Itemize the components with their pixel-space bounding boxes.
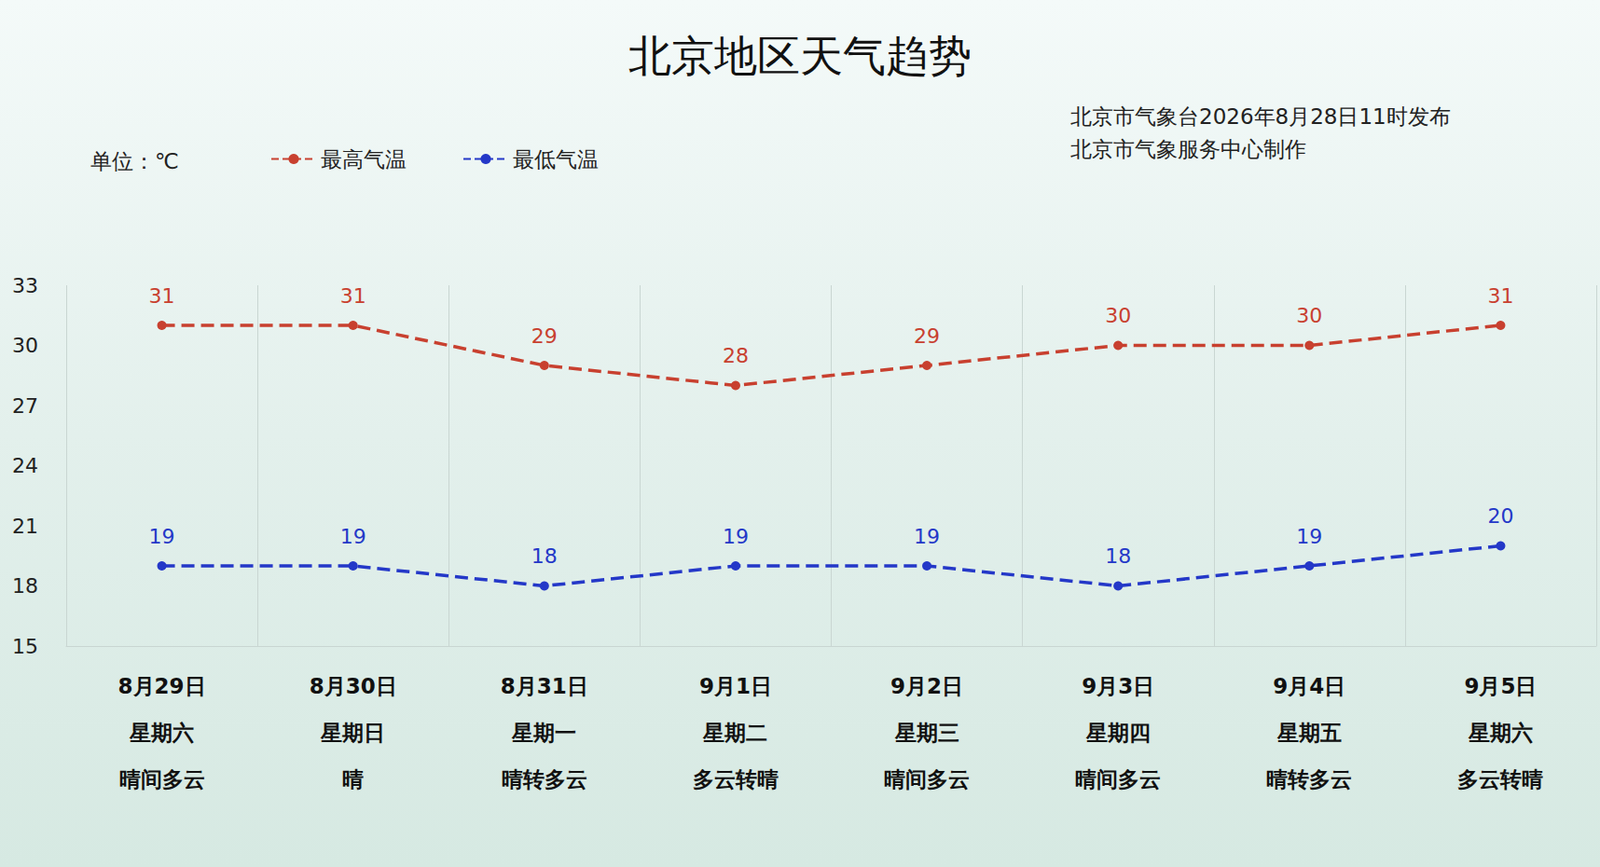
svg-text:最低气温: 最低气温 — [512, 147, 599, 172]
svg-text:18: 18 — [531, 544, 558, 568]
svg-text:晴: 晴 — [342, 767, 364, 792]
svg-text:星期二: 星期二 — [702, 720, 768, 745]
svg-text:21: 21 — [12, 514, 39, 538]
svg-text:18: 18 — [1104, 544, 1132, 568]
svg-text:19: 19 — [149, 524, 176, 549]
svg-text:18: 18 — [12, 574, 39, 598]
svg-text:28: 28 — [722, 344, 749, 368]
svg-text:9月1日: 9月1日 — [699, 674, 773, 699]
svg-text:19: 19 — [913, 524, 940, 549]
svg-text:15: 15 — [12, 634, 39, 659]
svg-text:30: 30 — [1296, 303, 1323, 328]
svg-text:多云转晴: 多云转晴 — [1457, 767, 1544, 792]
svg-text:19: 19 — [722, 524, 749, 549]
svg-text:晴间多云: 晴间多云 — [119, 767, 206, 792]
svg-text:北京市气象台2026年8月28日11时发布: 北京市气象台2026年8月28日11时发布 — [1070, 104, 1451, 129]
svg-text:8月30日: 8月30日 — [309, 674, 398, 699]
svg-text:晴转多云: 晴转多云 — [501, 767, 588, 792]
svg-text:20: 20 — [1487, 504, 1514, 528]
svg-text:30: 30 — [1104, 303, 1132, 328]
svg-text:29: 29 — [913, 324, 940, 348]
svg-text:31: 31 — [149, 284, 176, 308]
svg-text:33: 33 — [12, 274, 39, 298]
svg-text:星期六: 星期六 — [128, 720, 194, 745]
svg-text:8月29日: 8月29日 — [118, 674, 207, 699]
svg-text:30: 30 — [12, 333, 39, 358]
svg-text:19: 19 — [1296, 524, 1323, 549]
svg-text:晴转多云: 晴转多云 — [1266, 767, 1352, 792]
svg-text:星期一: 星期一 — [510, 720, 577, 745]
svg-text:星期日: 星期日 — [319, 720, 386, 745]
svg-text:19: 19 — [340, 524, 367, 549]
svg-text:单位：℃: 单位：℃ — [90, 149, 180, 174]
svg-text:9月5日: 9月5日 — [1463, 674, 1537, 699]
svg-text:星期六: 星期六 — [1467, 720, 1533, 745]
svg-text:24: 24 — [12, 454, 39, 478]
svg-text:北京市气象服务中心制作: 北京市气象服务中心制作 — [1070, 137, 1307, 162]
svg-text:9月2日: 9月2日 — [890, 674, 964, 699]
svg-text:星期四: 星期四 — [1085, 720, 1151, 745]
svg-text:星期五: 星期五 — [1276, 720, 1342, 745]
svg-text:27: 27 — [12, 394, 39, 418]
svg-text:北京地区天气趋势: 北京地区天气趋势 — [628, 30, 972, 82]
svg-text:晴间多云: 晴间多云 — [1075, 767, 1161, 792]
svg-text:31: 31 — [1487, 284, 1514, 308]
svg-text:晴间多云: 晴间多云 — [883, 767, 970, 792]
svg-text:31: 31 — [340, 284, 367, 308]
svg-text:9月4日: 9月4日 — [1272, 674, 1346, 699]
svg-text:星期三: 星期三 — [894, 720, 960, 745]
svg-text:8月31日: 8月31日 — [500, 674, 589, 699]
svg-text:最高气温: 最高气温 — [320, 147, 407, 172]
svg-text:29: 29 — [531, 324, 558, 348]
svg-text:9月3日: 9月3日 — [1081, 674, 1155, 699]
svg-text:多云转晴: 多云转晴 — [692, 767, 779, 792]
